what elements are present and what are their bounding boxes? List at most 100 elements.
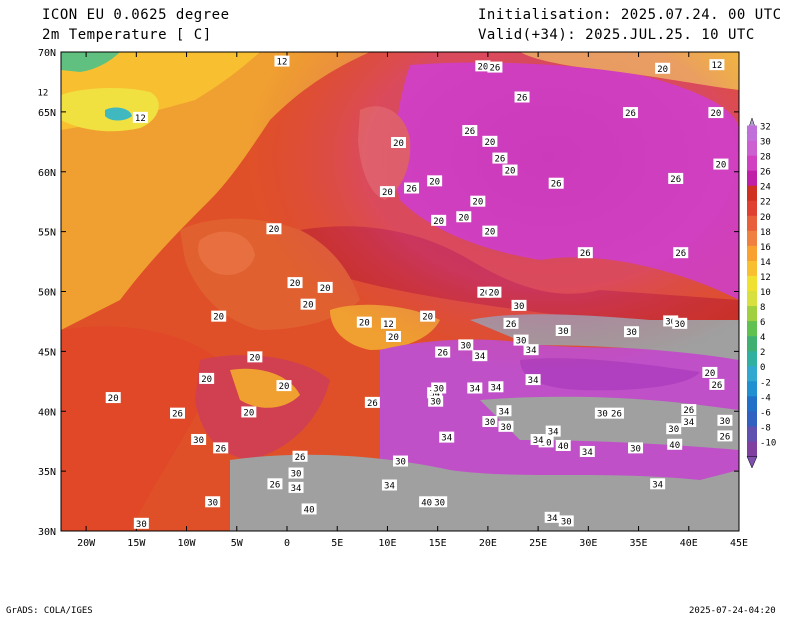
contour-label-box <box>555 325 571 337</box>
contour-label-box <box>287 277 303 289</box>
lon-label: 10E <box>378 538 396 549</box>
contour-label-box <box>364 396 380 408</box>
lon-label: 0 <box>284 538 290 549</box>
lon-label: 10W <box>178 538 197 549</box>
contour-label-box <box>545 425 561 437</box>
contour-label-box <box>439 431 455 443</box>
lon-label: 5E <box>331 538 343 549</box>
colorbar-label: 20 <box>760 213 771 223</box>
contour-label: 26 <box>611 410 622 420</box>
colorbar-label: 12 <box>760 273 771 283</box>
contour-label: 30 <box>207 498 218 508</box>
contour-label-box <box>702 366 718 378</box>
contour-label-box <box>666 423 682 435</box>
colorbar-label: 0 <box>760 363 765 373</box>
lon-label: 35E <box>630 538 648 549</box>
colorbar-swatch <box>747 230 757 247</box>
lon-label: 15E <box>429 538 447 549</box>
timestamp-text: 2025-07-24-04:20 <box>689 606 776 616</box>
contour-label-box <box>431 382 447 394</box>
contour-label-box <box>514 91 530 103</box>
contour-label: 26 <box>172 410 183 420</box>
contour-label-box <box>623 107 639 119</box>
contour-label-box <box>404 182 420 194</box>
contour-label-box <box>548 177 564 189</box>
contour-label-box <box>301 503 317 515</box>
init-time: Initialisation: 2025.07.24. 00 UTC <box>478 7 782 23</box>
colorbar-swatch <box>747 275 757 292</box>
lon-label: 45E <box>730 538 748 549</box>
contour-label-box <box>467 382 483 394</box>
contour-labels: 1220262012121212262620262020262020262620… <box>35 55 733 530</box>
colorbar-label: 24 <box>760 183 771 193</box>
colorbar-swatch <box>747 245 757 262</box>
contour-label-box <box>300 298 316 310</box>
contour-label-box <box>488 381 504 393</box>
contour-label: 20 <box>213 313 224 323</box>
contour-label: 26 <box>215 444 226 454</box>
contour-label: 40 <box>558 442 569 452</box>
contour-label: 26 <box>580 249 591 259</box>
contour-label-box <box>458 339 474 351</box>
colorbar-swatch <box>747 351 757 367</box>
contour-label-box <box>511 299 527 311</box>
contour-label: 30 <box>674 320 685 330</box>
contour-label-box <box>428 395 444 407</box>
credit-text: GrADS: COLA/IGES <box>6 606 93 616</box>
contour-label-box <box>513 334 529 346</box>
contour-label: 34 <box>548 428 559 438</box>
contour-label-box <box>435 346 451 358</box>
colorbar-label: 16 <box>760 243 771 253</box>
contour-label: 20 <box>303 301 314 311</box>
contour-label: 20 <box>108 394 119 404</box>
contour-label: 30 <box>484 418 495 428</box>
contour-label: 20 <box>505 167 516 177</box>
contour-label-box <box>267 478 283 490</box>
contour-label-box <box>427 175 443 187</box>
contour-label-box <box>482 135 498 147</box>
contour-label: 40 <box>669 441 680 451</box>
contour-label-box <box>713 158 729 170</box>
contour-label-box <box>431 214 447 226</box>
contour-label: 34 <box>499 407 510 417</box>
contour-label: 30 <box>136 520 147 530</box>
contour-label-box <box>544 511 560 523</box>
contour-label-box <box>624 326 640 338</box>
contour-label: 34 <box>683 418 694 428</box>
lat-label: 35N <box>38 467 56 478</box>
colorbar-label: -2 <box>760 378 771 388</box>
contour-label-box <box>498 420 514 432</box>
contour-label-box <box>523 344 539 356</box>
contour-label: 34 <box>384 481 395 491</box>
contour-label-box <box>381 479 397 491</box>
lat-label: 30N <box>38 527 56 538</box>
contour-label: 34 <box>441 434 452 444</box>
contour-label: 30 <box>291 470 302 480</box>
contour-label: 30 <box>460 341 471 351</box>
contour-label-box <box>492 152 508 164</box>
colorbar-label: 30 <box>760 138 771 148</box>
contour-label-box <box>538 436 554 448</box>
lon-label: 15W <box>127 538 146 549</box>
colorbar-swatch <box>747 125 757 141</box>
contour-label: 30 <box>434 498 445 508</box>
lon-label: 5W <box>231 538 244 549</box>
contour-label: 20 <box>269 225 280 235</box>
contour-label-box <box>241 406 257 418</box>
colorbar-swatch <box>747 170 757 186</box>
colorbar-swatch <box>747 306 757 322</box>
colorbar-label: -4 <box>760 393 771 403</box>
contour-label-box <box>628 442 644 454</box>
contour-label-box <box>555 439 571 451</box>
colorbar-swatch <box>747 411 757 427</box>
contour-label: 34 <box>533 436 544 446</box>
contour-label: 26 <box>464 127 475 137</box>
colorbar-label: -6 <box>760 408 771 418</box>
contour-label-box <box>276 380 292 392</box>
contour-label: 30 <box>501 423 512 433</box>
contour-label: 20 <box>433 217 444 227</box>
lat-label: 70N <box>38 48 56 59</box>
contour-label-box <box>211 310 227 322</box>
colorbar-label: 4 <box>760 333 765 343</box>
